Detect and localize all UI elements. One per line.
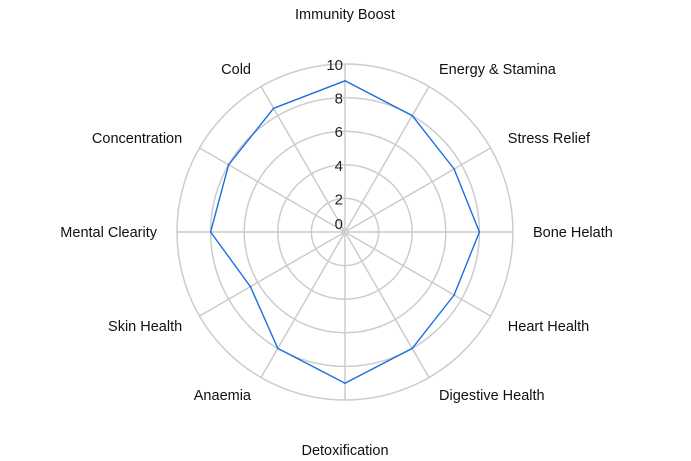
category-label: Digestive Health xyxy=(439,388,545,404)
series-point xyxy=(249,285,252,288)
grid-spoke xyxy=(199,147,346,233)
series-point xyxy=(227,164,230,166)
category-label: Concentration xyxy=(92,131,182,147)
grid-spoke xyxy=(344,86,430,233)
grid-spoke xyxy=(344,231,491,317)
category-label: Immunity Boost xyxy=(295,7,395,23)
tick-label: 2 xyxy=(335,191,343,208)
series-point xyxy=(344,382,346,385)
category-label: Detoxification xyxy=(301,443,388,459)
category-label: Skin Health xyxy=(108,319,182,335)
grid-spoke xyxy=(260,231,346,378)
category-label: Energy & Stamina xyxy=(439,62,557,78)
grid-spoke xyxy=(344,147,491,233)
series-point xyxy=(411,114,414,117)
tick-label: 8 xyxy=(335,91,343,108)
category-label: Bone Helath xyxy=(533,225,613,241)
tick-layer: 0 2 4 6 8 10 xyxy=(326,57,343,233)
grid-spoke xyxy=(199,231,346,317)
category-label-layer: Immunity Boost Energy & Stamina Stress Rel… xyxy=(60,7,613,459)
series-point xyxy=(453,168,455,170)
grid-spoke xyxy=(260,86,346,233)
series-point xyxy=(209,231,212,233)
grid-layer xyxy=(176,63,514,401)
category-label: Cold xyxy=(221,62,251,78)
series-layer xyxy=(209,80,481,385)
tick-label: 10 xyxy=(326,57,343,74)
series-point xyxy=(272,107,275,110)
tick-label: 0 xyxy=(335,216,343,233)
category-label: Anaemia xyxy=(194,388,252,404)
tick-label: 6 xyxy=(335,124,343,141)
series-point xyxy=(411,347,414,350)
tick-label: 4 xyxy=(335,158,343,175)
series-point xyxy=(453,294,455,296)
series-point xyxy=(277,347,279,350)
category-label: Stress Relief xyxy=(508,131,591,147)
category-label: Heart Health xyxy=(508,319,589,335)
grid-spoke xyxy=(344,231,430,378)
series-point xyxy=(478,231,481,233)
series-point xyxy=(344,80,346,82)
category-label: Mental Clearity xyxy=(60,225,157,241)
